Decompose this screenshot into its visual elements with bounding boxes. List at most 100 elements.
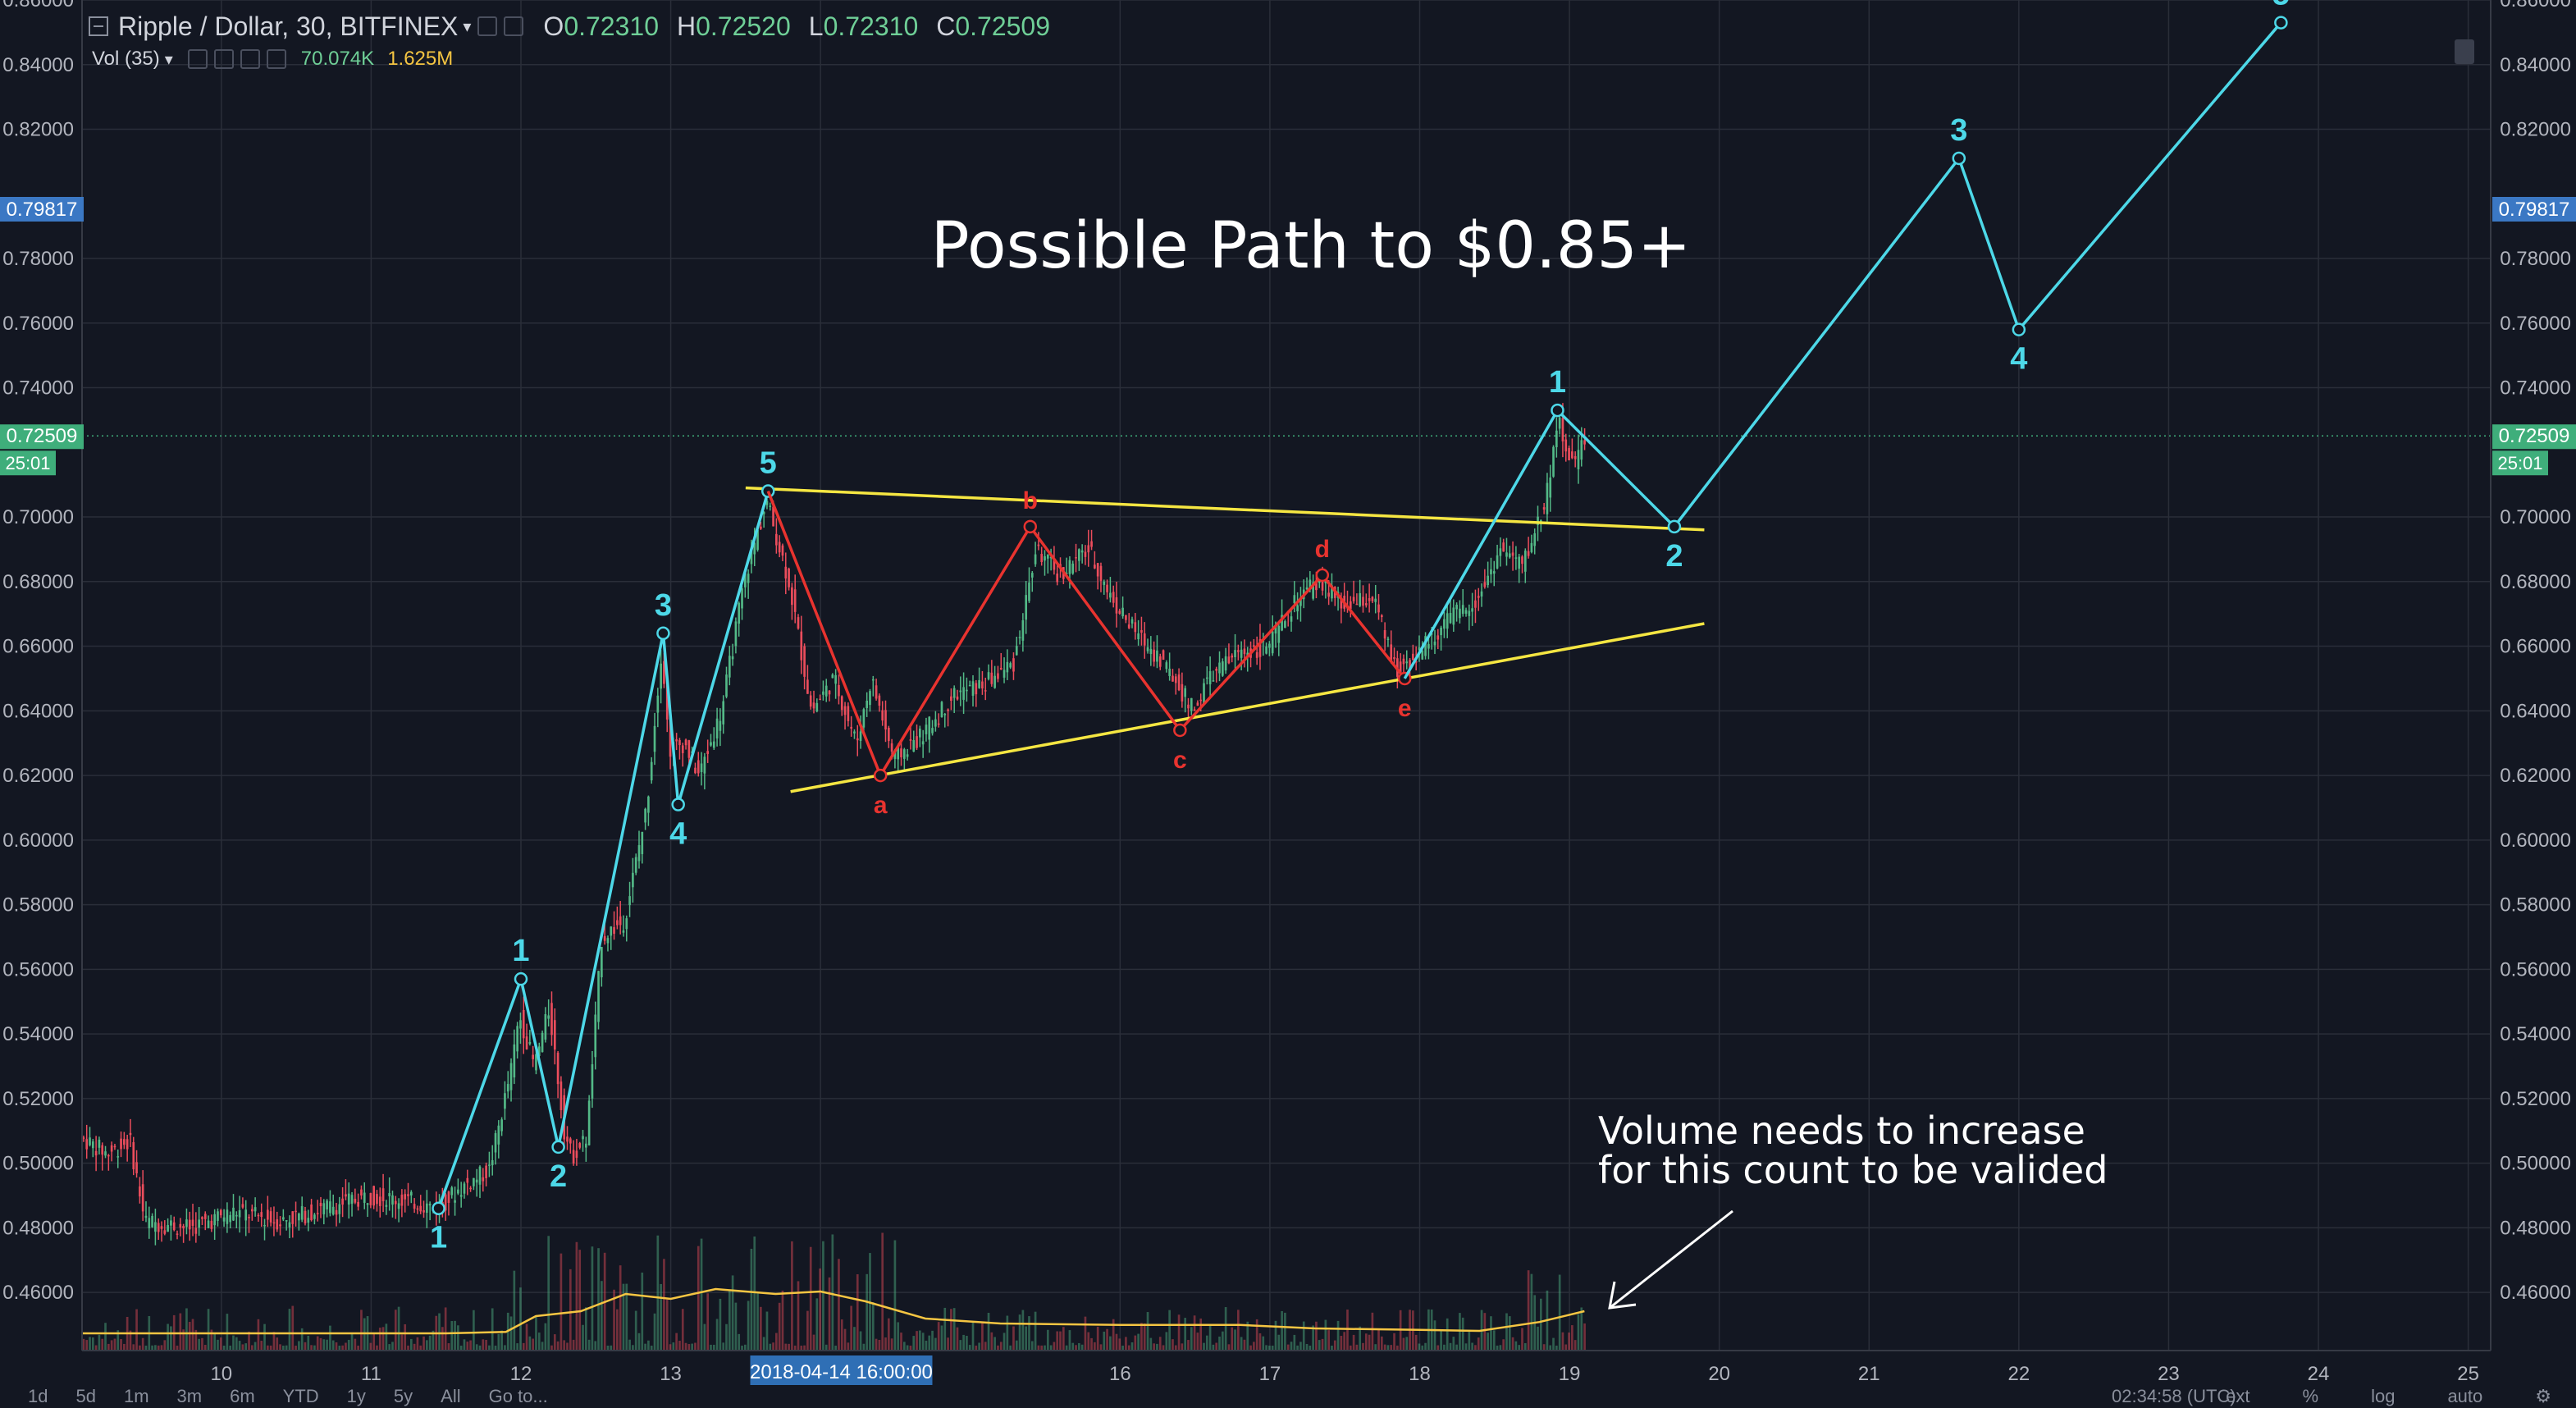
volume-bar — [229, 1345, 232, 1351]
volume-bar — [660, 1283, 662, 1351]
candle — [669, 717, 672, 757]
option-auto[interactable]: auto — [2447, 1386, 2483, 1406]
symbol-legend: Ripple / Dollar, 30, BITFINEX ▾ O0.72310… — [89, 8, 1050, 44]
candle — [1487, 575, 1489, 586]
volume-bar — [587, 1339, 591, 1351]
volume-bar — [313, 1345, 316, 1351]
candle — [522, 1009, 525, 1039]
volume-bar — [279, 1344, 281, 1351]
option-ext[interactable]: ext — [2226, 1386, 2250, 1406]
candle — [1096, 563, 1099, 577]
option-log[interactable]: log — [2371, 1386, 2396, 1406]
y-tick-label-right: 0.46000 — [2500, 1282, 2571, 1304]
candle — [347, 1193, 350, 1205]
candle — [725, 674, 728, 697]
candle — [1452, 607, 1455, 625]
candle — [238, 1209, 241, 1218]
volume-bar — [198, 1338, 200, 1351]
candle — [191, 1219, 194, 1226]
volume-bar — [450, 1321, 454, 1351]
volume-label[interactable]: Vol (35) — [92, 48, 160, 70]
settings-icon[interactable] — [504, 16, 524, 36]
volume-bar — [1115, 1333, 1118, 1351]
candle — [1134, 622, 1137, 633]
chevron-down-icon[interactable]: ▾ — [164, 50, 173, 69]
candle — [1037, 544, 1040, 546]
range-1d[interactable]: 1d — [28, 1386, 48, 1406]
candle — [828, 690, 831, 695]
candle — [463, 1183, 466, 1194]
range-ytd[interactable]: YTD — [282, 1386, 319, 1406]
candle — [909, 739, 912, 741]
volume-bar — [1302, 1321, 1305, 1351]
range-1m[interactable]: 1m — [123, 1386, 149, 1406]
symbol-title[interactable]: Ripple / Dollar, 30, BITFINEX — [118, 11, 459, 41]
volume-bar — [584, 1307, 587, 1351]
volume-bar — [1059, 1331, 1062, 1351]
candle — [217, 1211, 219, 1221]
volume-bar — [454, 1320, 456, 1351]
collapse-legend-icon[interactable] — [89, 16, 108, 36]
goto-button[interactable]: Go to... — [488, 1386, 548, 1406]
eye-icon[interactable] — [187, 49, 208, 69]
volume-bar — [494, 1345, 497, 1351]
range-6m[interactable]: 6m — [230, 1386, 255, 1406]
volume-bar — [859, 1331, 862, 1351]
range-1y[interactable]: 1y — [346, 1386, 366, 1406]
x-tick-label: 19 — [1559, 1363, 1581, 1385]
volume-bar — [1571, 1325, 1573, 1351]
candle — [167, 1225, 169, 1232]
volume-bar — [331, 1340, 335, 1351]
volume-bar — [1359, 1326, 1362, 1351]
volume-bar — [329, 1325, 331, 1351]
volume-bar — [1368, 1334, 1371, 1351]
volume-bar — [1143, 1323, 1146, 1351]
range-3m[interactable]: 3m — [176, 1386, 203, 1406]
candle — [925, 725, 928, 734]
volume-bar — [282, 1346, 285, 1351]
impulse-wave-label: 4 — [669, 817, 687, 852]
candle — [1078, 549, 1080, 561]
candle — [1564, 439, 1568, 452]
volume-bar — [853, 1327, 856, 1351]
candle — [1386, 638, 1390, 640]
candle — [1402, 658, 1405, 665]
option-percent[interactable]: % — [2302, 1386, 2319, 1406]
close-icon[interactable] — [266, 49, 286, 69]
crosshair-date-tag — [750, 1355, 933, 1387]
y-tick-label-left: 0.58000 — [2, 894, 74, 917]
candle — [1527, 551, 1530, 556]
range-5y[interactable]: 5y — [393, 1386, 413, 1406]
volume-bar — [335, 1342, 338, 1351]
candle — [1071, 563, 1075, 574]
scale-toggle-icon[interactable] — [2455, 39, 2474, 64]
settings-icon[interactable] — [213, 49, 234, 69]
candle — [1227, 656, 1231, 664]
chevron-down-icon[interactable]: ▾ — [463, 17, 472, 36]
candle — [1281, 615, 1283, 631]
range-5d[interactable]: 5d — [75, 1386, 96, 1406]
eye-icon[interactable] — [477, 16, 498, 36]
candle — [541, 1032, 544, 1053]
utc-clock[interactable]: 02:34:58 (UTC) — [2112, 1386, 2236, 1406]
candle — [594, 1014, 597, 1058]
volume-bar — [1539, 1298, 1542, 1351]
gear-icon[interactable]: ⚙ — [2535, 1386, 2551, 1406]
impulse-wave-label: 2 — [550, 1159, 567, 1194]
candle — [1021, 619, 1025, 641]
plus-icon[interactable] — [240, 49, 260, 69]
candle — [428, 1204, 432, 1206]
volume-bar — [201, 1337, 203, 1351]
volume-bar — [497, 1333, 500, 1351]
candle — [747, 574, 750, 583]
volume-bar — [866, 1273, 869, 1351]
candle — [454, 1200, 456, 1203]
volume-bar — [1253, 1342, 1255, 1351]
volume-bar — [916, 1331, 918, 1351]
candle — [1190, 697, 1193, 711]
range-all[interactable]: All — [441, 1386, 461, 1406]
volume-bar — [831, 1234, 834, 1351]
candle — [710, 742, 712, 746]
target-price-label: 0.79817 — [2499, 199, 2570, 221]
